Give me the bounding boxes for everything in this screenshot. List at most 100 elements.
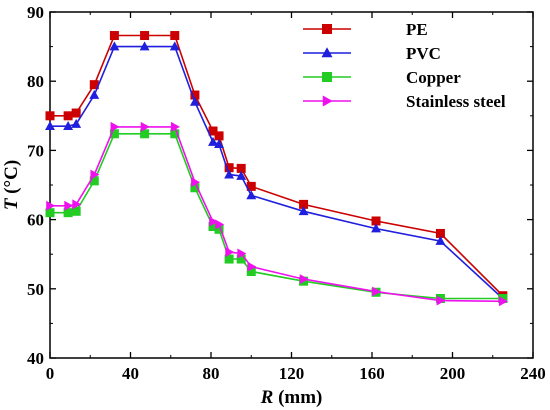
legend-label: Stainless steel [406, 92, 506, 111]
y-tick-label: 40 [27, 349, 44, 368]
series-stainless-steel [46, 121, 508, 307]
plot-frame [49, 11, 534, 359]
data-point [209, 216, 219, 227]
data-point [214, 131, 224, 141]
legend-label: PVC [406, 44, 441, 63]
y-axis-title: T (°C) [1, 160, 22, 210]
data-point [298, 206, 309, 216]
data-point [322, 24, 332, 34]
data-point [140, 121, 150, 132]
data-point [236, 170, 247, 180]
data-point [89, 80, 99, 90]
data-point [322, 95, 333, 107]
data-point [372, 286, 382, 297]
x-axis-symbol: R [260, 387, 274, 408]
data-point [45, 208, 55, 218]
data-point [90, 169, 100, 180]
series-line [50, 133, 503, 300]
data-point [71, 206, 81, 216]
data-point [224, 254, 234, 264]
data-point [321, 47, 333, 58]
data-point [191, 177, 201, 188]
data-point [45, 121, 55, 131]
y-tick-label: 80 [27, 72, 44, 91]
data-point [190, 183, 200, 193]
data-point [109, 41, 120, 51]
legend-item: Copper [303, 68, 461, 87]
data-point [63, 208, 73, 218]
y-axis-symbol: T [1, 197, 22, 210]
data-point [140, 129, 150, 139]
data-point [45, 111, 55, 121]
data-point [322, 72, 332, 82]
data-point [109, 31, 119, 41]
data-point [435, 235, 446, 245]
data-point [190, 90, 200, 100]
x-tick-label: 240 [520, 364, 546, 383]
data-point [71, 108, 81, 118]
data-point [371, 216, 381, 226]
x-tick-label: 80 [203, 364, 220, 383]
data-point [46, 200, 56, 211]
x-tick-label: 0 [46, 364, 55, 383]
x-axis-title: R (mm) [260, 387, 323, 408]
data-point [109, 129, 119, 139]
data-point [371, 223, 381, 233]
x-tick-label: 200 [440, 364, 466, 383]
data-point [225, 247, 235, 258]
data-point [247, 261, 257, 272]
data-point [237, 248, 247, 259]
data-point [208, 126, 218, 136]
series-copper [45, 129, 508, 303]
data-point [246, 267, 256, 276]
series-line [50, 126, 503, 303]
data-point [236, 163, 246, 173]
data-point [169, 41, 180, 51]
data-point [498, 296, 508, 307]
data-point [170, 31, 180, 41]
data-point [208, 136, 218, 146]
data-point [224, 169, 235, 179]
data-point [299, 274, 309, 285]
x-tick-label: 160 [359, 364, 385, 383]
data-point [436, 295, 446, 306]
x-tick-label: 120 [279, 364, 305, 383]
data-point [214, 224, 224, 234]
data-point [224, 163, 234, 173]
data-point [170, 129, 180, 139]
data-point [215, 219, 225, 230]
legend-item: PE [303, 20, 428, 39]
y-axis-unit: (°C) [1, 160, 22, 199]
data-point [208, 222, 218, 232]
data-point [140, 31, 150, 41]
series-pe [45, 31, 508, 301]
series-layer [45, 31, 508, 307]
data-point [189, 96, 200, 106]
data-point [72, 199, 82, 210]
data-point [170, 121, 180, 132]
y-tick-label: 60 [27, 211, 44, 230]
data-point [63, 111, 73, 121]
legend-item: PVC [303, 44, 441, 63]
data-point [299, 199, 309, 209]
data-point [64, 200, 74, 211]
data-point [110, 121, 120, 132]
x-axis-unit: (mm) [273, 387, 322, 408]
data-point [236, 254, 246, 264]
data-point [139, 41, 150, 51]
legend-label: PE [406, 20, 428, 39]
x-tick-label: 40 [122, 364, 139, 383]
y-tick-label: 50 [27, 280, 44, 299]
data-point [246, 190, 257, 200]
data-point [89, 89, 100, 99]
legend: PE PVC Copper Stainless steel [303, 20, 506, 111]
y-tick-label: 90 [27, 3, 44, 22]
data-point [71, 118, 82, 128]
data-point [435, 228, 445, 238]
data-point [214, 138, 224, 148]
data-point [246, 181, 256, 191]
data-point [63, 121, 74, 131]
